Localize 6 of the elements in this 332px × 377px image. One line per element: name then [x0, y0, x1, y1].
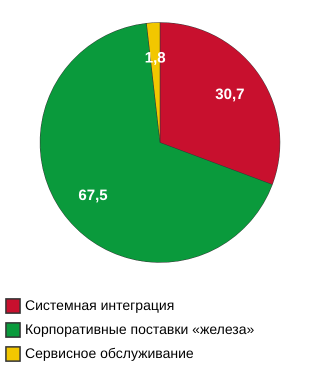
legend-label: Сервисное обслуживание	[25, 345, 194, 361]
legend-label: Системная интеграция	[25, 297, 174, 313]
data-label: 30,7	[215, 86, 244, 104]
data-label: 1,8	[144, 50, 166, 67]
data-label: 67,5	[78, 186, 108, 204]
legend-label: Корпоративные поставки «железа»	[25, 321, 255, 337]
